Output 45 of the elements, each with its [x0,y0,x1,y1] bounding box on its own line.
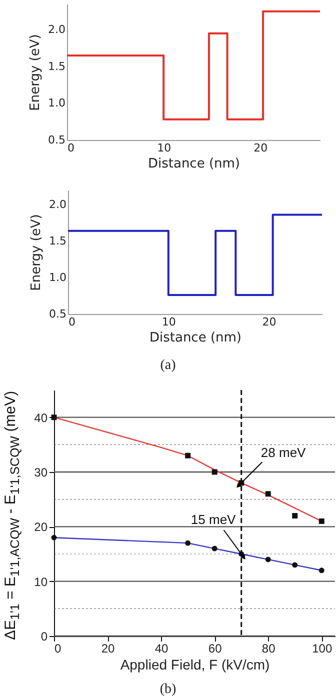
x-axis-title: Distance (nm) [149,330,242,346]
point [212,469,218,475]
x-tick-label: 0 [68,142,74,154]
y-axis-title: Energy (eV) [29,214,44,291]
x-tick-label: 80 [262,642,276,656]
x-axis-title: Distance (nm) [148,156,240,172]
x-tick-label: 20 [254,142,268,154]
point [265,556,271,562]
point [318,518,324,524]
y-tick-label: 0 [40,630,48,644]
x-tick-label: 0 [68,316,76,328]
point [212,546,218,552]
y-tick-label: 1.0 [48,96,66,110]
x-tick-label: 20 [262,316,276,328]
point [51,414,57,420]
annotation: 28 meV [260,444,306,460]
y-tick-label: 1.0 [49,271,66,284]
point [265,491,271,497]
text: (a) [159,358,177,374]
point [292,562,298,568]
y-tick-label: 0.5 [48,134,66,146]
y-tick-label: 10 [34,574,48,589]
y-tick-label: 1.5 [48,60,66,73]
point [318,568,324,574]
x-tick-label: 100 [312,642,332,656]
annotation: 15 meV [190,512,236,527]
x-tick-label: 10 [157,142,172,154]
x-tick-label: 20 [101,642,116,656]
x-axis-title: Applied Field, F (kV/cm) [120,656,270,672]
point [185,540,191,546]
x-tick-label: 10 [162,316,176,328]
point [292,512,298,518]
y-tick-label: 2.0 [48,23,66,36]
point [185,452,191,458]
y-tick-label: 1.5 [49,234,66,248]
y-tick-label: 20 [34,520,48,534]
y-tick-label: 2.0 [49,198,66,212]
y-axis-title: Energy (eV) [28,34,44,111]
point [51,534,57,540]
y-tick-label: 30 [34,466,48,480]
text: (b) [158,682,178,698]
x-tick-label: 60 [208,642,222,656]
x-tick-label: 40 [154,642,169,656]
y-tick-label: 40 [34,410,48,425]
y-tick-label: 0.5 [49,308,66,320]
